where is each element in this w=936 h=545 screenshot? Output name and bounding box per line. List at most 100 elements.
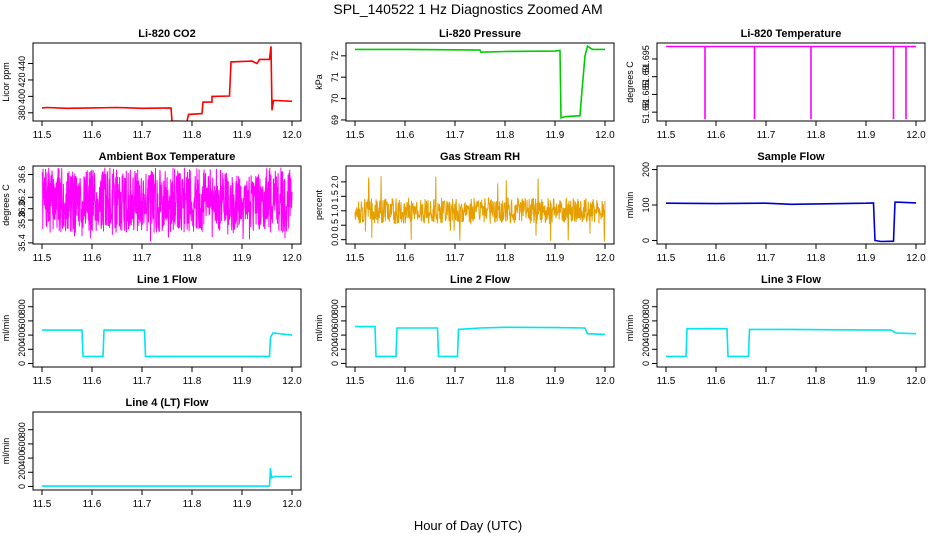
series-line	[355, 44, 605, 119]
plot-frame	[345, 288, 615, 368]
x-tick-label: 11.5	[33, 499, 52, 510]
x-tick-label: 11.9	[233, 376, 252, 387]
y-tick-label: 70	[330, 94, 340, 104]
x-tick-label: 11.5	[346, 130, 365, 141]
y-tick-label: 200	[641, 342, 651, 357]
y-tick-label: 2.0	[330, 176, 340, 189]
series-line	[665, 201, 917, 243]
y-tick-label: 35.4	[17, 234, 27, 252]
y-tick-label: 36.2	[17, 189, 27, 207]
x-tick-label: 11.8	[496, 376, 515, 387]
panel-title: Line 3 Flow	[761, 274, 821, 286]
y-tick-label: 36.0	[17, 200, 27, 218]
series-line	[666, 327, 917, 358]
panel-title: Sample Flow	[757, 151, 825, 163]
x-tick-label: 11.8	[183, 253, 202, 264]
y-tick-label: 800	[641, 299, 651, 314]
y-tick-label: 800	[330, 299, 340, 314]
y-tick-label: 600	[330, 313, 340, 328]
x-tick-label: 12.0	[906, 130, 926, 141]
x-tick-label: 11.7	[757, 253, 776, 264]
x-tick-label: 11.8	[496, 130, 515, 141]
x-tick-label: 12.0	[595, 253, 615, 264]
x-tick-label: 11.9	[546, 130, 565, 141]
panel-title: Line 1 Flow	[137, 274, 197, 286]
x-tick-label: 11.5	[33, 253, 52, 264]
y-axis-label: ml/min	[1, 438, 11, 465]
x-tick-label: 11.5	[33, 130, 52, 141]
panel-5: Gas Stream RH 11.5 11.6 11.7 11.8 11.9 12.0 0.0…	[314, 151, 615, 264]
y-tick-label: 0	[330, 361, 340, 366]
y-tick-label: 51.69	[641, 65, 651, 88]
x-tick-label: 11.5	[346, 376, 365, 387]
x-tick-label: 11.8	[183, 499, 202, 510]
x-tick-label: 11.6	[707, 130, 726, 141]
y-tick-label: 1.0	[330, 205, 340, 218]
y-tick-label: 440	[17, 56, 27, 71]
y-tick-label: 400	[17, 451, 27, 466]
x-tick-label: 11.9	[857, 376, 876, 387]
y-tick-label: 400	[17, 328, 27, 343]
figure-x-axis-label: Hour of Day (UTC)	[413, 518, 523, 533]
y-axis-label: ml/min	[625, 192, 635, 219]
y-tick-label: 420	[17, 72, 27, 87]
x-tick-label: 11.5	[346, 253, 365, 264]
panel-1: Li-820 CO2 11.5 11.6 11.7 11.8 11.9 12.0 380400…	[1, 28, 302, 141]
y-tick-label: 36.6	[17, 166, 27, 184]
panel-6: Sample Flow 11.5 11.6 11.7 11.8 11.9 12.0 0 100 2…	[625, 151, 926, 264]
x-tick-label: 11.6	[396, 376, 415, 387]
y-axis-label: degrees C	[625, 61, 635, 103]
x-tick-label: 11.6	[83, 253, 102, 264]
x-tick-label: 11.8	[807, 130, 826, 141]
y-axis-label: ml/min	[625, 315, 635, 342]
y-tick-label: 35.8	[17, 211, 27, 229]
series-line	[42, 467, 292, 487]
y-tick-label: 1.5	[330, 190, 340, 203]
panel-2: Li-820 Pressure 11.5 11.6 11.7 11.8 11.9 12.0 6…	[314, 28, 615, 141]
x-tick-label: 11.7	[133, 253, 152, 264]
y-tick-label: 400	[330, 328, 340, 343]
plot-frame	[345, 42, 615, 122]
series-line	[355, 325, 606, 358]
x-tick-label: 12.0	[906, 376, 926, 387]
series-line	[666, 45, 916, 120]
y-tick-label: 51.695	[641, 45, 651, 73]
y-tick-label: 200	[641, 162, 651, 177]
x-tick-label: 11.5	[657, 130, 676, 141]
series-line	[42, 329, 293, 358]
y-tick-label: 51.68	[641, 101, 651, 124]
y-tick-label: 0	[641, 361, 651, 366]
y-tick-label: 71	[330, 72, 340, 82]
panel-10: Line 4 (LT) Flow 11.5 11.6 11.7 11.8 11.9 12.0…	[1, 397, 302, 510]
y-axis-label: kPa	[314, 74, 324, 90]
x-tick-label: 11.9	[546, 253, 565, 264]
x-tick-label: 11.6	[83, 499, 102, 510]
y-tick-label: 400	[641, 328, 651, 343]
panel-title: Line 4 (LT) Flow	[126, 397, 209, 409]
panel-8: Line 2 Flow 11.5 11.6 11.7 11.8 11.9 12.0 0 2004…	[314, 274, 615, 387]
x-tick-label: 12.0	[282, 499, 302, 510]
y-tick-label: 51.685	[641, 81, 651, 109]
x-tick-label: 11.9	[233, 499, 252, 510]
x-tick-label: 11.8	[183, 376, 202, 387]
y-tick-label: 0	[17, 361, 27, 366]
y-tick-label: 0.0	[330, 233, 340, 246]
series-line	[354, 176, 606, 242]
x-tick-label: 11.6	[396, 253, 415, 264]
x-tick-label: 11.7	[133, 499, 152, 510]
plot-frame	[32, 411, 302, 491]
x-tick-label: 12.0	[282, 376, 302, 387]
plot-frame	[32, 42, 302, 122]
y-tick-label: 0.5	[330, 219, 340, 232]
series-line	[41, 46, 293, 121]
x-tick-label: 11.7	[446, 376, 465, 387]
x-tick-label: 11.9	[857, 253, 876, 264]
x-tick-label: 11.7	[446, 130, 465, 141]
y-axis-label: ml/min	[314, 315, 324, 342]
panel-4: Ambient Box Temperature 11.5 11.6 11.7 11.8 1…	[1, 151, 302, 264]
plot-frame	[32, 165, 302, 245]
x-tick-label: 11.5	[657, 253, 676, 264]
x-tick-label: 11.9	[857, 130, 876, 141]
x-tick-label: 11.8	[183, 130, 202, 141]
